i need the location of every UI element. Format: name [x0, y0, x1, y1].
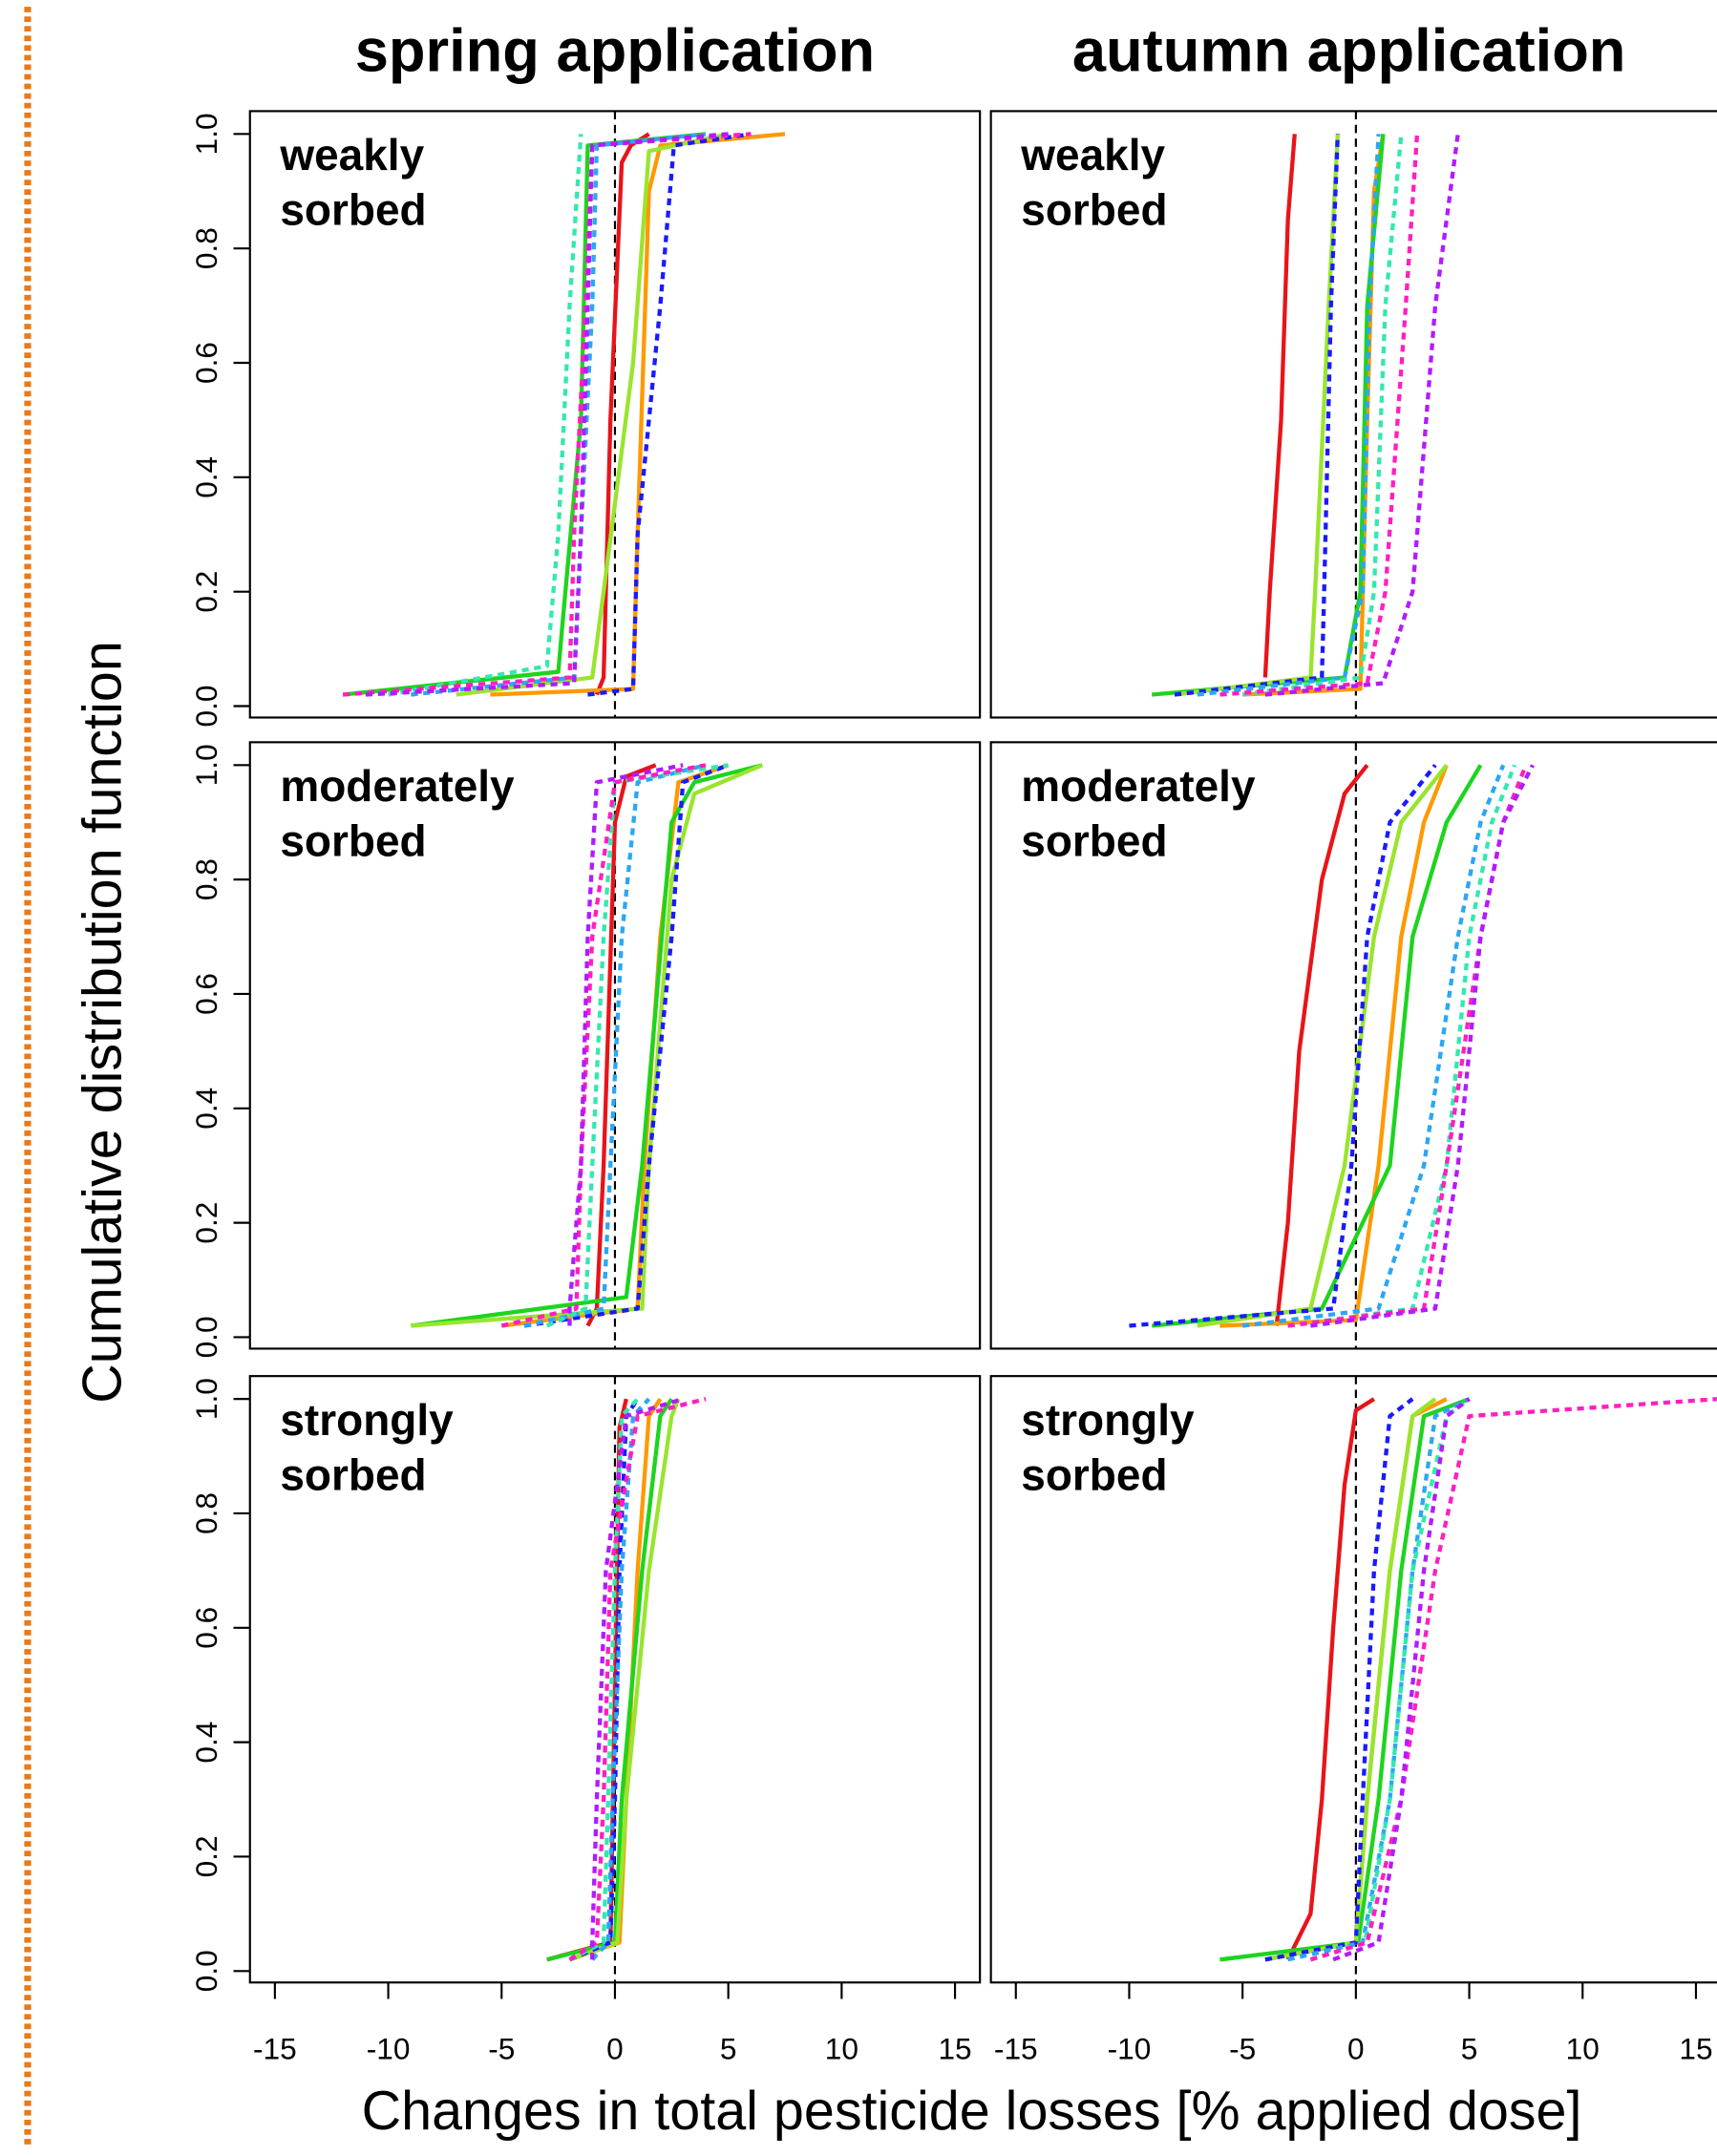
y-tick-label: 0.4 [189, 1722, 223, 1764]
x-tick-label: 0 [1347, 2032, 1365, 2066]
y-tick-label: 0.0 [189, 1950, 223, 1992]
cdf-line [490, 132, 786, 697]
x-tick-label: -5 [488, 2032, 515, 2066]
panel-annotation: weakly [1020, 130, 1165, 180]
cdf-line [1197, 134, 1381, 697]
cdf-line [1262, 134, 1297, 678]
y-axis-label: Cumulative distribution function [73, 641, 134, 1404]
x-tick-label: 10 [1566, 2032, 1600, 2066]
cdf-line [365, 132, 729, 697]
cdf-line [1310, 764, 1535, 1328]
y-tick-label: 0.8 [189, 858, 223, 900]
series-group [342, 132, 786, 697]
panel-frame [248, 741, 982, 1350]
series-group [546, 1397, 707, 1962]
cdf-line [523, 763, 730, 1328]
cdf-line [1151, 764, 1483, 1328]
panel-annotation: sorbed [280, 185, 426, 235]
x-tick-label: 0 [606, 2032, 624, 2066]
panel-frame [989, 110, 1717, 719]
column-title: autumn application [1072, 18, 1626, 85]
series-group [1219, 1397, 1717, 1962]
panel-annotation: moderately [280, 761, 515, 811]
x-tick-label: -10 [367, 2032, 411, 2066]
y-tick-label: 0.2 [189, 1835, 223, 1877]
panel-annotation: sorbed [280, 1449, 426, 1499]
panel-annotation: sorbed [1021, 185, 1167, 235]
cdf-line [342, 132, 752, 697]
x-tick-label: -10 [1108, 2032, 1152, 2066]
cdf-line [411, 763, 764, 1328]
panel-annotation: weakly [279, 130, 424, 180]
x-tick-label: -15 [994, 2032, 1038, 2066]
y-tick-label: 0.6 [189, 1607, 223, 1649]
y-tick-label: 0.6 [189, 342, 223, 384]
x-tick-label: 5 [720, 2032, 737, 2066]
cdf-line [568, 1397, 640, 1962]
cdf-line [1241, 134, 1404, 697]
y-tick-label: 0.8 [189, 1492, 223, 1534]
cdf-line [1174, 134, 1341, 697]
y-tick-label: 0.4 [189, 456, 223, 498]
panel-annotation: sorbed [280, 816, 426, 866]
cdf-line [500, 763, 707, 1328]
cdf-line [1219, 134, 1420, 697]
cdf-line [1264, 134, 1460, 697]
y-tick-label: 0.2 [189, 1202, 223, 1244]
x-tick-label: 10 [825, 2032, 858, 2066]
cdf-line [411, 763, 763, 1328]
y-tick-label: 0.4 [189, 1088, 223, 1130]
cdf-line [1129, 763, 1437, 1328]
panel-frame [989, 741, 1717, 1350]
cdf-line [1264, 1397, 1437, 1962]
cdf-line [456, 132, 730, 697]
panel-annotation: sorbed [1021, 1449, 1167, 1499]
y-tick-label: 0.0 [189, 1316, 223, 1358]
cdf-line [1241, 764, 1506, 1328]
panel-annotation: strongly [280, 1395, 454, 1445]
y-tick-label: 0.2 [189, 571, 223, 613]
panel-annotation: sorbed [1021, 816, 1167, 866]
y-tick-label: 0.0 [189, 686, 223, 728]
column-title: spring application [355, 18, 875, 85]
cdf-line [1197, 763, 1449, 1328]
x-axis-label: Changes in total pesticide losses [% app… [362, 2081, 1582, 2142]
cdf-line [1309, 1397, 1717, 1962]
y-tick-label: 1.0 [189, 113, 223, 155]
x-tick-label: 5 [1461, 2032, 1478, 2066]
cdf-line [1332, 1397, 1471, 1962]
cdf-line [523, 763, 707, 1328]
series-group [1152, 134, 1460, 697]
cdf-line [590, 1397, 684, 1960]
cdf-line [1287, 764, 1528, 1328]
x-tick-label: -15 [253, 2032, 297, 2066]
cdf-line [1264, 1397, 1414, 1962]
cdf-line [1274, 763, 1369, 1326]
cdf-line [411, 132, 707, 697]
cdf-line [1219, 764, 1449, 1328]
y-tick-label: 1.0 [189, 744, 223, 786]
cdf-line [568, 1397, 640, 1962]
x-tick-label: -5 [1229, 2032, 1256, 2066]
series-group [411, 763, 764, 1328]
series-group [1129, 763, 1535, 1328]
y-tick-label: 1.0 [189, 1378, 223, 1420]
panel-frame [248, 110, 982, 719]
x-tick-label: 15 [938, 2032, 971, 2066]
cdf-line [1174, 134, 1341, 697]
y-tick-label: 0.6 [189, 973, 223, 1015]
y-tick-label: 0.8 [189, 227, 223, 269]
cdf-line [1285, 1397, 1376, 1961]
cdf-line [587, 132, 752, 697]
x-tick-label: 15 [1679, 2032, 1712, 2066]
panel-annotation: strongly [1021, 1395, 1195, 1445]
cdf-line [545, 763, 729, 1328]
cdf-line [568, 1398, 681, 1962]
panel-annotation: moderately [1021, 761, 1256, 811]
cdf-line [567, 763, 684, 1326]
